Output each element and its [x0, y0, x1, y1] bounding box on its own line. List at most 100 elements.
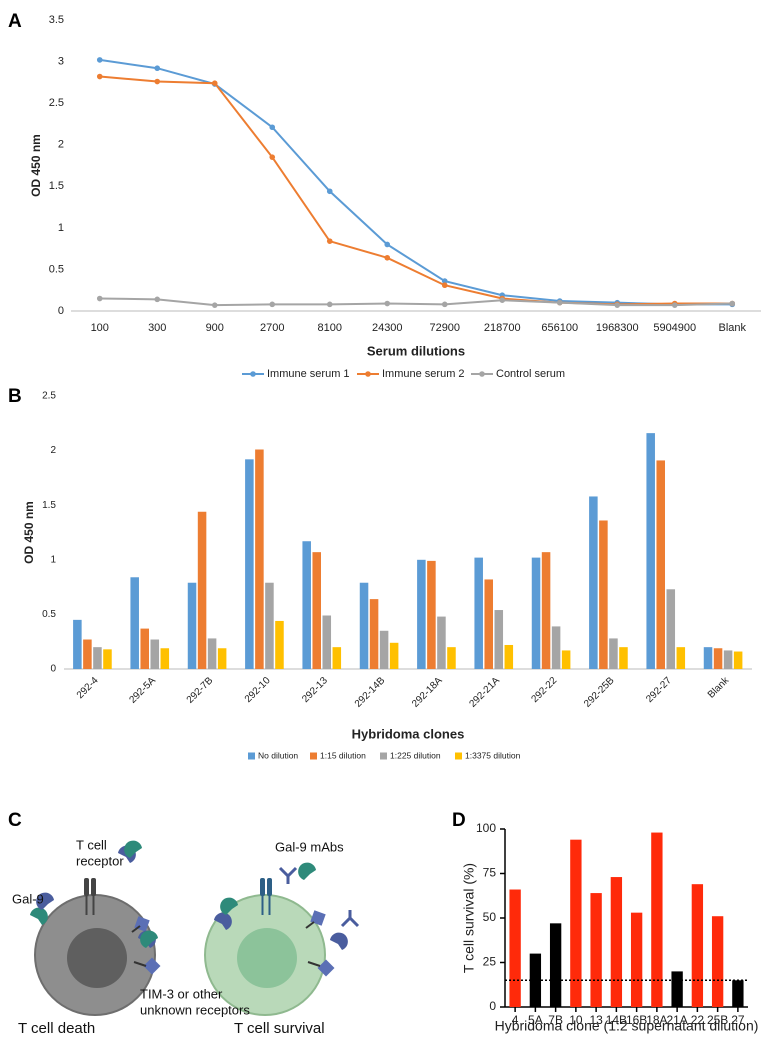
bar	[332, 647, 342, 669]
marker	[96, 57, 103, 63]
marker	[384, 300, 391, 307]
bar	[83, 639, 92, 669]
diagram-label: Gal-9	[12, 891, 44, 906]
bar	[275, 620, 284, 669]
x-tick-label: 292-4	[75, 675, 101, 701]
bar	[723, 650, 733, 669]
marker	[326, 301, 333, 308]
x-tick-label: 292-22	[530, 675, 560, 705]
gal9	[298, 862, 316, 880]
marker	[269, 301, 276, 308]
legend-swatch	[365, 371, 371, 377]
bar	[312, 552, 321, 669]
bar	[656, 460, 665, 669]
tim3	[143, 957, 161, 975]
legend-label: No dilution	[258, 750, 298, 760]
diagram-label: unknown receptors	[140, 1002, 250, 1017]
bar	[265, 582, 274, 669]
x-tick-label: 5A	[528, 1013, 543, 1027]
marker	[211, 80, 218, 86]
y-tick-label: 1.5	[42, 500, 56, 511]
bar	[504, 644, 514, 669]
chart: D 0 25 50 75 100 T cell survival (%) Hybridoma …	[452, 810, 758, 1034]
y-tick-label: 25	[483, 955, 497, 969]
bar	[703, 647, 713, 669]
bar	[630, 912, 643, 1007]
legend-label: Immune serum 2	[382, 368, 465, 380]
marker	[384, 254, 391, 261]
tim3-stem	[133, 961, 147, 967]
marker	[556, 299, 563, 306]
x-tick-label: 292-13	[300, 675, 330, 705]
bar	[609, 638, 618, 669]
x-axis-title: Serum dilutions	[367, 343, 465, 358]
bar	[610, 877, 623, 1007]
x-tick-label: Blank	[718, 322, 746, 334]
marker	[96, 73, 103, 80]
legend-label: 1:15 dilution	[320, 750, 366, 760]
marker	[269, 124, 276, 131]
tim3	[310, 910, 326, 926]
y-tick-label: 50	[483, 910, 497, 924]
bar	[417, 559, 426, 669]
legend-swatch	[455, 752, 462, 760]
y-tick-label: 2.5	[49, 97, 64, 109]
panel-letter: D	[452, 810, 466, 831]
bar	[302, 541, 311, 669]
gal9	[124, 840, 142, 858]
marker	[326, 188, 333, 195]
bar	[713, 648, 723, 669]
x-tick-label: 7B	[548, 1013, 563, 1027]
bar	[651, 832, 663, 1007]
marker	[326, 238, 333, 244]
bar	[130, 577, 139, 669]
nucleus	[237, 928, 297, 988]
tim3-stem	[305, 921, 315, 929]
nucleus	[67, 928, 127, 988]
bar	[484, 579, 493, 669]
x-tick-label: 10	[569, 1013, 583, 1027]
bar	[529, 953, 542, 1007]
x-tick-label: 24300	[372, 322, 403, 334]
bar	[474, 557, 483, 669]
y-tick-label: 2	[50, 445, 56, 456]
receptor	[84, 878, 89, 896]
bar	[379, 630, 389, 669]
bar	[561, 650, 571, 669]
x-axis-title: Hybridoma clones	[352, 726, 465, 741]
y-axis-title: OD 450 nm	[22, 501, 36, 564]
x-tick-label: 292-5A	[127, 675, 158, 706]
bar	[494, 610, 504, 669]
legend-swatch	[310, 752, 317, 760]
marker	[269, 154, 276, 160]
legend-label: 1:3375 dilution	[465, 750, 521, 760]
panel-c: C T cell receptor	[8, 810, 360, 1037]
x-tick-label: 72900	[429, 322, 460, 334]
y-tick-label: 2	[58, 139, 64, 151]
tim3-stem	[307, 961, 321, 967]
y-tick-label: 0.5	[49, 263, 64, 275]
legend-label: Control serum	[496, 368, 565, 380]
bar	[590, 893, 602, 1007]
x-tick-label: 13	[589, 1013, 603, 1027]
y-tick-label: 3.5	[49, 14, 64, 26]
diagram-label: TIM-3 or other	[140, 986, 223, 1001]
legend-swatch	[250, 371, 256, 377]
bar	[140, 628, 149, 669]
y-axis-title: OD 450 nm	[29, 134, 43, 197]
y-tick-label: 1	[58, 222, 64, 234]
marker	[441, 301, 448, 308]
x-tick-label: 292-27	[644, 675, 674, 705]
bar	[619, 647, 628, 669]
legend-label: Immune serum 1	[267, 368, 350, 380]
marker	[729, 300, 736, 307]
x-tick-label: 218700	[484, 322, 521, 334]
x-tick-label: 2700	[260, 322, 284, 334]
marker	[154, 65, 161, 72]
bar	[666, 589, 676, 669]
marker	[614, 302, 621, 308]
marker	[499, 297, 506, 303]
panel-letter: C	[8, 810, 22, 831]
line	[99, 297, 733, 307]
gal9	[220, 897, 238, 915]
